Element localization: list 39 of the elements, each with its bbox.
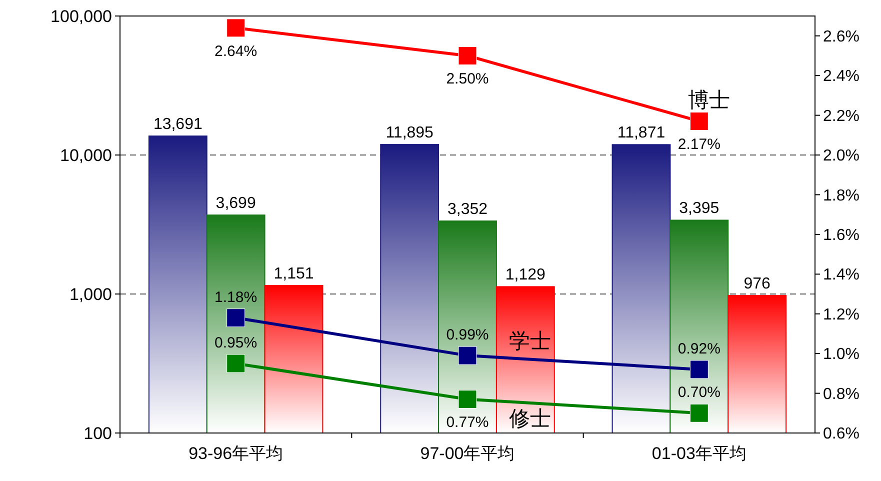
y2-tick-label: 1.6%: [823, 227, 860, 244]
data-label: 2.50%: [446, 70, 489, 88]
series-label: 修士: [509, 408, 552, 431]
y-tick-label: 100: [84, 424, 112, 443]
y2-tick-label: 0.6%: [823, 426, 860, 443]
data-label: 2.64%: [214, 42, 258, 60]
data-label: 3,699: [216, 195, 256, 212]
series-label: 学士: [509, 330, 552, 354]
data-label: 0.77%: [446, 414, 489, 432]
y2-tick-label: 1.2%: [823, 306, 860, 324]
data-label: 1.18%: [214, 288, 258, 306]
data-label: 0.95%: [214, 334, 258, 352]
data-label: 11,871: [617, 124, 666, 142]
data-label: 1,129: [505, 266, 546, 284]
data-label: 2.17%: [678, 136, 720, 154]
y2-tick-label: 1.8%: [823, 187, 860, 204]
series-label: 博士: [688, 89, 730, 112]
y2-tick-label: 2.6%: [823, 28, 860, 46]
data-label: 0.70%: [678, 384, 720, 402]
y2-tick-label: 2.0%: [823, 148, 860, 165]
data-label: 0.92%: [678, 340, 720, 358]
y-tick-label: 10,000: [60, 146, 112, 165]
y2-tick-label: 2.2%: [823, 108, 860, 125]
data-label: 976: [744, 275, 771, 292]
y-tick-label: 1,000: [69, 284, 112, 304]
x-tick-label: 93-96年平均: [188, 444, 284, 463]
y2-tick-label: 1.4%: [823, 266, 860, 284]
x-tick-label: 97-00年平均: [420, 444, 515, 463]
data-label: 13,691: [153, 116, 202, 134]
data-label: 0.99%: [446, 326, 489, 344]
y2-tick-label: 0.8%: [823, 386, 860, 403]
y-tick-label: 100,000: [50, 6, 112, 26]
data-label: 11,895: [386, 124, 434, 142]
y2-tick-label: 1.0%: [823, 346, 860, 364]
data-label: 3,352: [447, 200, 488, 218]
x-tick-label: 01-03年平均: [652, 444, 746, 463]
data-label: 3,395: [679, 200, 720, 218]
y2-tick-label: 2.4%: [823, 68, 860, 86]
data-label: 1,151: [274, 266, 314, 283]
